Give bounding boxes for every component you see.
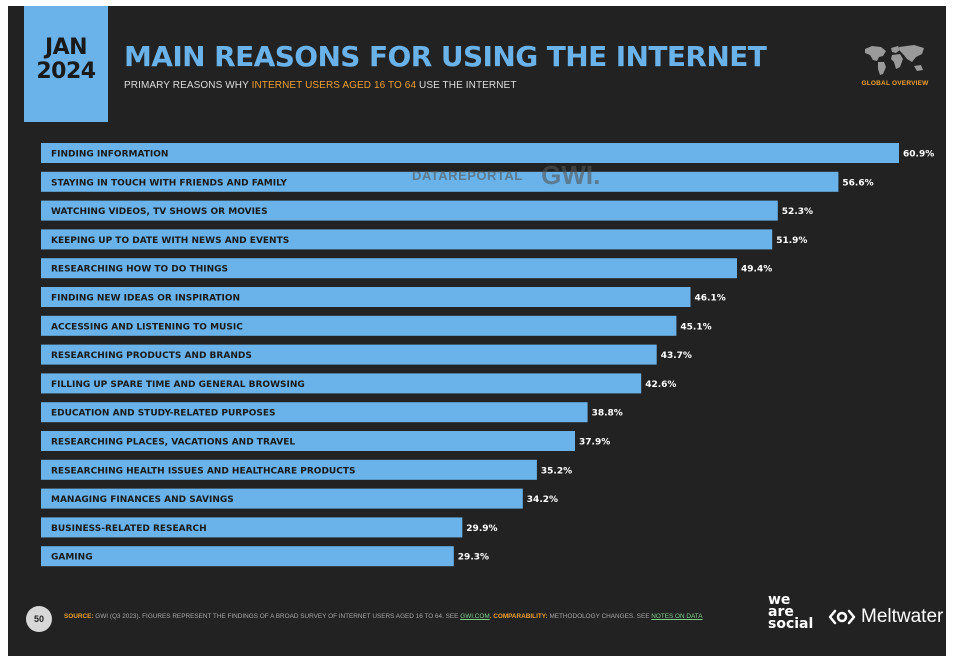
- bar: [41, 546, 454, 567]
- we-are-social-line-3: social: [768, 616, 814, 632]
- source-note: SOURCE: GWI (Q3 2023). FIGURES REPRESENT…: [64, 613, 703, 620]
- bar-category-label: BUSINESS-RELATED RESEARCH: [51, 524, 207, 534]
- watermark: DATAREPORTAL GWI.: [412, 160, 600, 191]
- meltwater-logo: Meltwater: [828, 606, 943, 628]
- bar-category-label: KEEPING UP TO DATE WITH NEWS AND EVENTS: [51, 236, 289, 246]
- bar-category-label: FINDING INFORMATION: [51, 150, 168, 160]
- page-title: MAIN REASONS FOR USING THE INTERNET: [124, 40, 767, 73]
- notes-on-data-link[interactable]: NOTES ON DATA: [651, 613, 703, 620]
- we-are-social-line-2: are: [768, 604, 794, 620]
- date-year: 2024: [36, 59, 96, 84]
- bar-value-label: 52.3%: [782, 207, 813, 217]
- bar: [41, 143, 899, 163]
- date-month: JAN: [44, 35, 88, 60]
- bar-category-label: MANAGING FINANCES AND SAVINGS: [51, 495, 234, 505]
- meltwater-wordmark: Meltwater: [861, 606, 944, 627]
- subtitle-prefix: PRIMARY REASONS WHY: [124, 80, 252, 91]
- bar-value-label: 37.9%: [579, 438, 610, 448]
- watermark-gwi: GWI.: [541, 160, 601, 190]
- bar-category-label: RESEARCHING HOW TO DO THINGS: [51, 265, 228, 275]
- source-link[interactable]: GWI.COM: [460, 613, 490, 620]
- bar-category-label: STAYING IN TOUCH WITH FRIENDS AND FAMILY: [51, 178, 287, 188]
- watermark-datareportal: DATAREPORTAL: [412, 168, 523, 183]
- bar-category-label: WATCHING VIDEOS, TV SHOWS OR MOVIES: [51, 207, 268, 217]
- bar: [41, 258, 737, 279]
- bar: [41, 402, 588, 423]
- bar-category-label: EDUCATION AND STUDY-RELATED PURPOSES: [51, 409, 276, 419]
- bar-value-label: 46.1%: [695, 294, 726, 304]
- bar-value-label: 29.9%: [466, 524, 497, 534]
- bar: [41, 459, 537, 480]
- comparability-text: METHODOLOGY CHANGES. SEE: [547, 613, 652, 620]
- we-are-social-line-1: we: [768, 592, 791, 608]
- bar-category-label: RESEARCHING HEALTH ISSUES AND HEALTHCARE…: [51, 466, 355, 476]
- bar: [41, 431, 575, 451]
- bar: [41, 315, 677, 336]
- bar-value-label: 38.8%: [592, 409, 623, 419]
- bar: [41, 229, 773, 250]
- bar-value-label: 29.3%: [458, 553, 489, 563]
- page-subtitle: PRIMARY REASONS WHY INTERNET USERS AGED …: [124, 80, 517, 91]
- bar-value-label: 49.4%: [741, 265, 772, 275]
- bar-value-label: 42.6%: [645, 380, 676, 390]
- bar-value-label: 45.1%: [680, 322, 711, 332]
- bar-value-label: 35.2%: [541, 466, 572, 476]
- date-badge: JAN 2024: [24, 6, 108, 122]
- bar-chart: FINDING INFORMATION 60.9% STAYING IN TOUCH…: [41, 143, 934, 567]
- bar: [41, 373, 642, 394]
- bar: [41, 200, 778, 221]
- page-number: 50: [26, 606, 52, 632]
- bar-value-label: 56.6%: [842, 178, 873, 188]
- bar-value-label: 34.2%: [527, 495, 558, 505]
- source-key: SOURCE:: [64, 613, 94, 620]
- bar: [41, 488, 523, 509]
- source-text: GWI (Q3 2023). FIGURES REPRESENT THE FIN…: [93, 613, 461, 620]
- subtitle-suffix: USE THE INTERNET: [416, 80, 517, 91]
- slide: JAN 2024 MAIN REASONS FOR USING THE INTE…: [8, 6, 946, 656]
- bar: [41, 171, 839, 192]
- comparability-key: . COMPARABILITY:: [489, 613, 548, 620]
- bar-category-label: RESEARCHING PRODUCTS AND BRANDS: [51, 351, 252, 361]
- bar: [41, 287, 691, 307]
- bar-value-label: 51.9%: [776, 236, 807, 246]
- bar: [41, 517, 463, 538]
- we-are-social-logo: we are social: [768, 592, 814, 632]
- global-overview-label: GLOBAL OVERVIEW: [861, 80, 929, 87]
- bar-value-label: 43.7%: [661, 351, 692, 361]
- meltwater-logo-icon: [828, 609, 856, 625]
- global-overview: GLOBAL OVERVIEW: [856, 42, 934, 87]
- subtitle-highlight: INTERNET USERS AGED 16 TO 64: [251, 80, 417, 91]
- bar-category-label: RESEARCHING PLACES, VACATIONS AND TRAVEL: [51, 438, 295, 448]
- bar: [41, 344, 657, 365]
- bar-category-label: FINDING NEW IDEAS OR INSPIRATION: [51, 294, 240, 304]
- bar-category-label: ACCESSING AND LISTENING TO MUSIC: [51, 322, 243, 332]
- bar-category-label: FILLING UP SPARE TIME AND GENERAL BROWSI…: [51, 380, 305, 390]
- world-map-icon: [865, 45, 924, 75]
- bar-category-label: GAMING: [51, 553, 93, 563]
- bar-value-label: 60.9%: [903, 150, 934, 160]
